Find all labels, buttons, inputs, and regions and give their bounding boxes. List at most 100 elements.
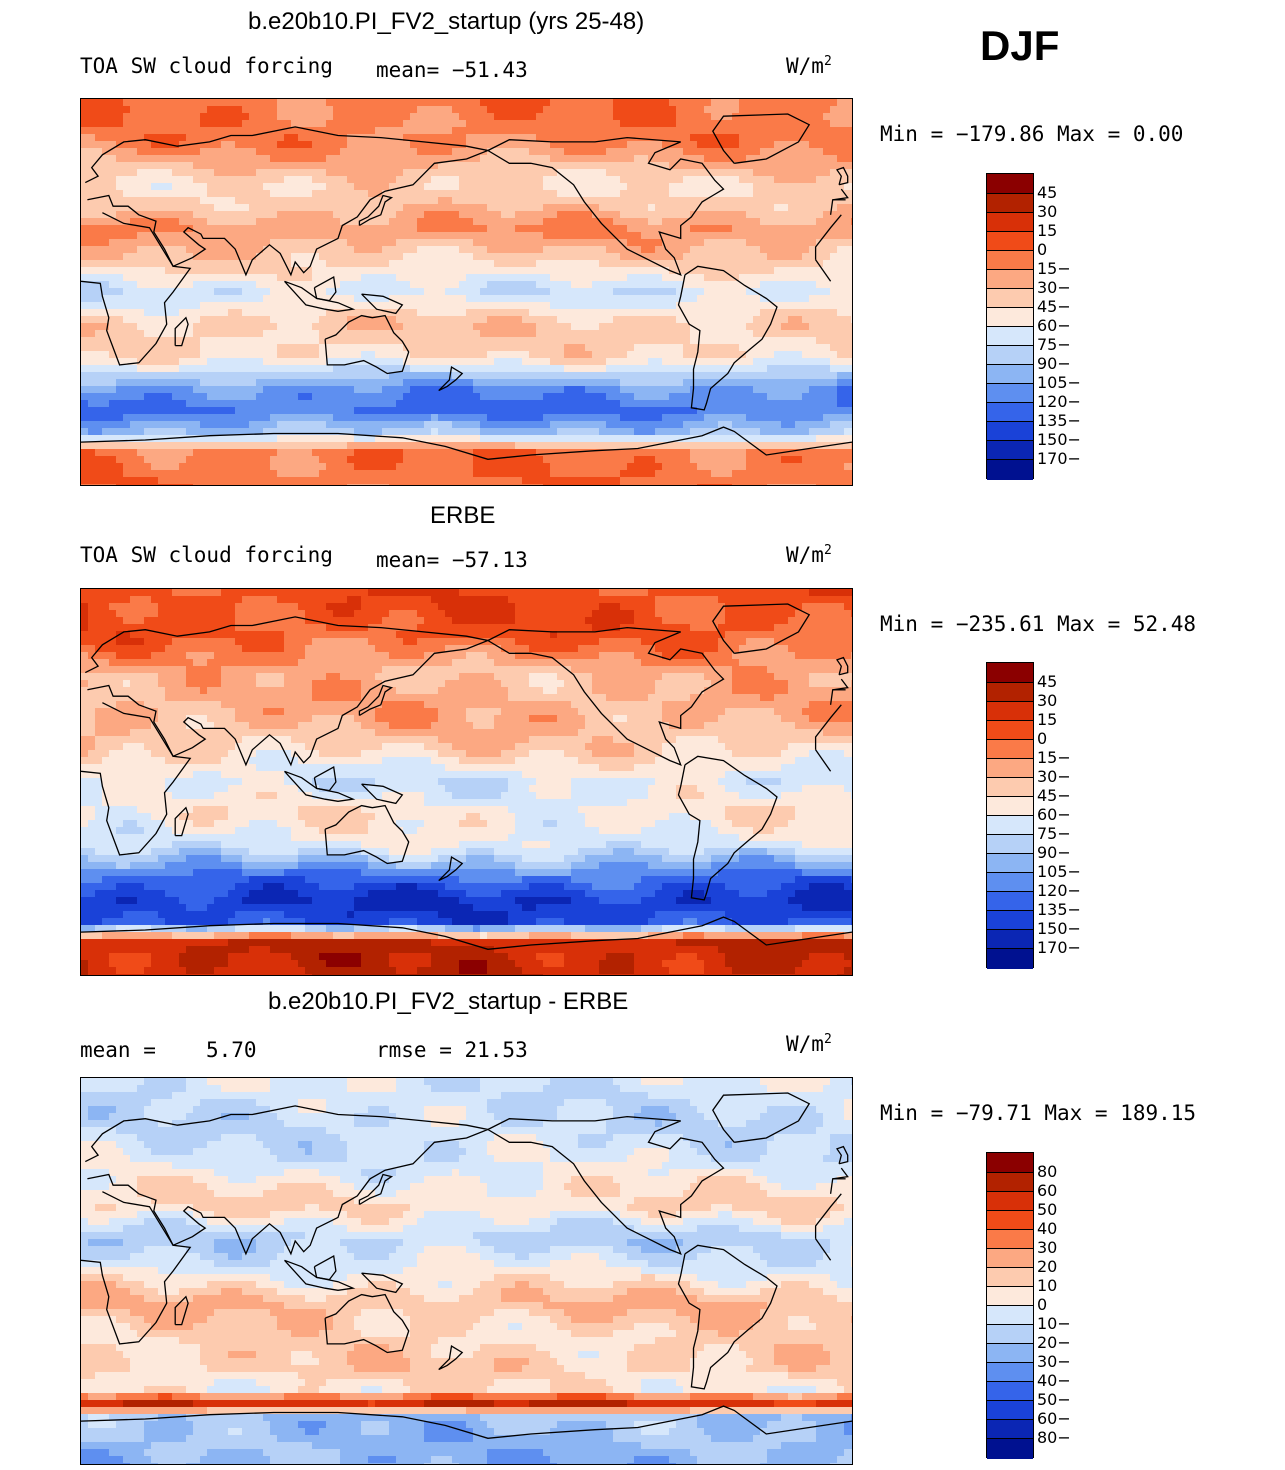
map-cell (319, 169, 327, 177)
map-cell (690, 134, 698, 142)
map-cell (438, 344, 446, 352)
map-cell (690, 288, 698, 296)
map-cell (578, 267, 586, 275)
map-cell (473, 344, 481, 352)
map-cell (319, 274, 327, 282)
map-cell (410, 393, 418, 401)
map-cell (417, 260, 425, 268)
map-cell (109, 239, 117, 247)
map-cell (767, 134, 775, 142)
map-cell (445, 407, 453, 415)
map-cell (200, 253, 208, 261)
map-cell (193, 344, 201, 352)
map-cell (368, 218, 376, 226)
map-cell (760, 204, 768, 212)
map-cell (550, 106, 558, 114)
map-cell (438, 120, 446, 128)
map-cell (571, 274, 579, 282)
map-cell (515, 218, 523, 226)
map-cell (382, 358, 390, 366)
map-cell (634, 344, 642, 352)
map-cell (571, 295, 579, 303)
map-cell (221, 99, 229, 107)
map-cell (739, 309, 747, 317)
map-cell (571, 162, 579, 170)
map-cell (340, 260, 348, 268)
map-cell (571, 281, 579, 289)
map-cell (781, 400, 789, 408)
map-cell (368, 316, 376, 324)
map-cell (592, 155, 600, 163)
map-cell (438, 225, 446, 233)
map-cell (494, 239, 502, 247)
map-cell (116, 295, 124, 303)
map-cell (711, 351, 719, 359)
map-cell (109, 400, 117, 408)
map-cell (655, 358, 663, 366)
map-cell (676, 372, 684, 380)
map-cell (767, 169, 775, 177)
map-cell (172, 232, 180, 240)
map-cell (711, 386, 719, 394)
map-cell (277, 309, 285, 317)
map-cell (123, 330, 131, 338)
map-cell (746, 309, 754, 317)
map-cell (753, 281, 761, 289)
map-cell (529, 288, 537, 296)
map-cell (571, 351, 579, 359)
map-cell (214, 379, 222, 387)
map-cell (186, 183, 194, 191)
map-cell (606, 330, 614, 338)
map-cell (326, 155, 334, 163)
map-cell (795, 260, 803, 268)
map-cell (585, 127, 593, 135)
map-cell (361, 197, 369, 205)
map-cell (571, 120, 579, 128)
map-cell (312, 141, 320, 149)
map-cell (536, 316, 544, 324)
map-cell (438, 141, 446, 149)
map-cell (641, 190, 649, 198)
map-cell (340, 379, 348, 387)
map-cell (438, 169, 446, 177)
map-cell (760, 358, 768, 366)
map-cell (620, 323, 628, 331)
map-cell (641, 134, 649, 142)
map-cell (319, 330, 327, 338)
map-cell (571, 99, 579, 107)
map-cell (501, 99, 509, 107)
map-cell (459, 183, 467, 191)
map-cell (669, 302, 677, 310)
map-cell (480, 134, 488, 142)
map-cell (340, 295, 348, 303)
map-cell (410, 190, 418, 198)
map-cell (508, 323, 516, 331)
map-cell (284, 211, 292, 219)
map-cell (389, 232, 397, 240)
map-cell (641, 162, 649, 170)
map-cell (494, 372, 502, 380)
map-cell (277, 211, 285, 219)
map-cell (305, 127, 313, 135)
map-cell (445, 232, 453, 240)
map-cell (753, 267, 761, 275)
map-cell (242, 246, 250, 254)
map-cell (466, 134, 474, 142)
map-cell (585, 120, 593, 128)
map-cell (277, 274, 285, 282)
map-cell (88, 253, 96, 261)
map-cell (431, 183, 439, 191)
map-cell (697, 113, 705, 121)
map-cell (627, 141, 635, 149)
map-cell (228, 162, 236, 170)
map-cell (326, 141, 334, 149)
map-cell (830, 239, 838, 247)
map-cell (249, 267, 257, 275)
map-cell (480, 246, 488, 254)
map-cell (816, 148, 824, 156)
map-cell (711, 302, 719, 310)
map-cell (473, 120, 481, 128)
map-cell (396, 169, 404, 177)
map-cell (249, 393, 257, 401)
map-cell (648, 134, 656, 142)
